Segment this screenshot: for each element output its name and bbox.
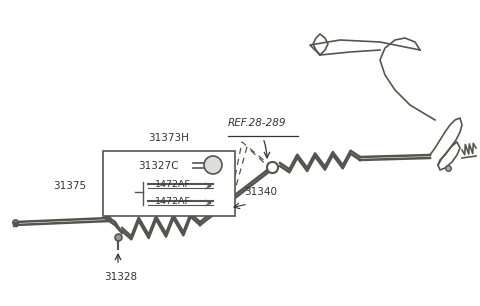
Text: 31375: 31375 [53, 181, 86, 191]
Text: 31327C: 31327C [138, 161, 179, 171]
Text: 31373H: 31373H [148, 133, 189, 143]
Circle shape [204, 156, 222, 174]
Text: 1472AF: 1472AF [155, 197, 191, 206]
Text: REF.28-289: REF.28-289 [228, 118, 287, 128]
Text: 31340: 31340 [244, 187, 277, 197]
Bar [103, 151, 235, 216]
Text: 31328: 31328 [104, 272, 137, 282]
Text: 1472AF: 1472AF [155, 180, 191, 189]
